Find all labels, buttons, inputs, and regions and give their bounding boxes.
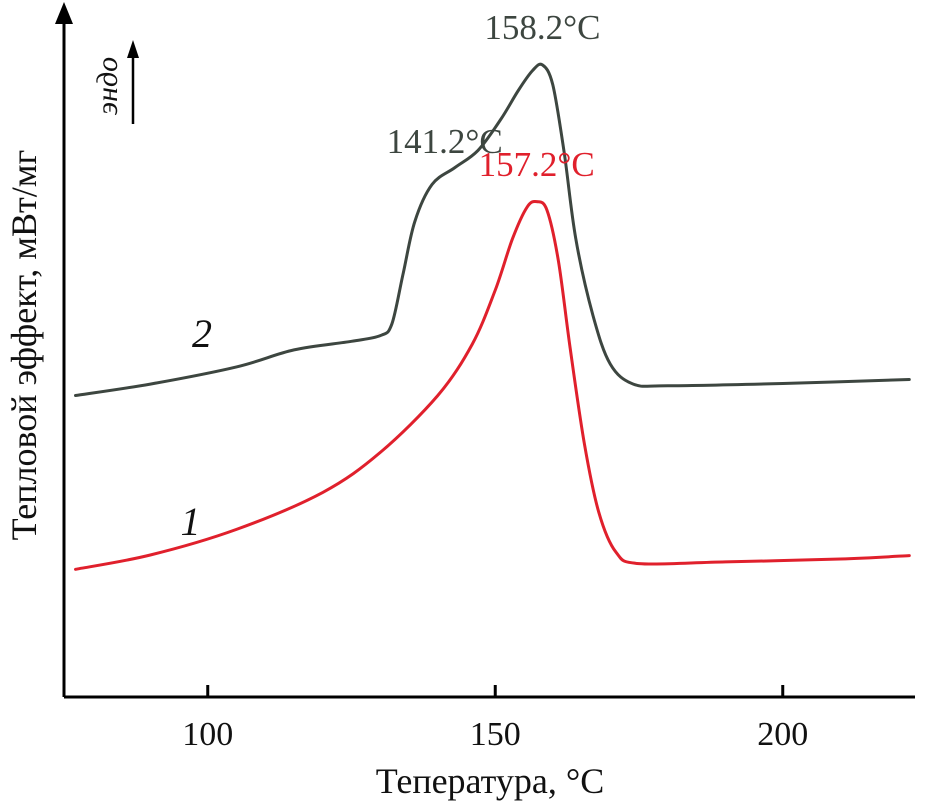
series-line-1	[74, 199, 911, 571]
y-axis-label: Тепловой эффект, мВт/мг	[4, 150, 44, 541]
peak-annotation-3: 157.2°C	[479, 145, 595, 184]
plot-area	[74, 62, 911, 571]
peak-annotation-2: 141.2°C	[387, 122, 503, 161]
endo-label: эндо	[91, 57, 124, 115]
x-axis-label: Тепература, °C	[376, 761, 605, 801]
curve-label-1: 1	[181, 499, 201, 544]
endo-arrow-icon	[127, 40, 139, 58]
series-line-2	[74, 62, 911, 397]
text-layer: 100 150 200 Тепература, °C Тепловой эффект, …	[4, 8, 808, 801]
y-axis-arrow-icon	[55, 2, 73, 24]
peak-annotation-1: 158.2°C	[484, 8, 600, 47]
x-tick-label: 100	[182, 716, 233, 753]
axes	[55, 2, 915, 699]
x-tick-label: 200	[757, 716, 808, 753]
curve-label-2: 2	[192, 311, 212, 356]
x-tick-label: 150	[470, 716, 521, 753]
